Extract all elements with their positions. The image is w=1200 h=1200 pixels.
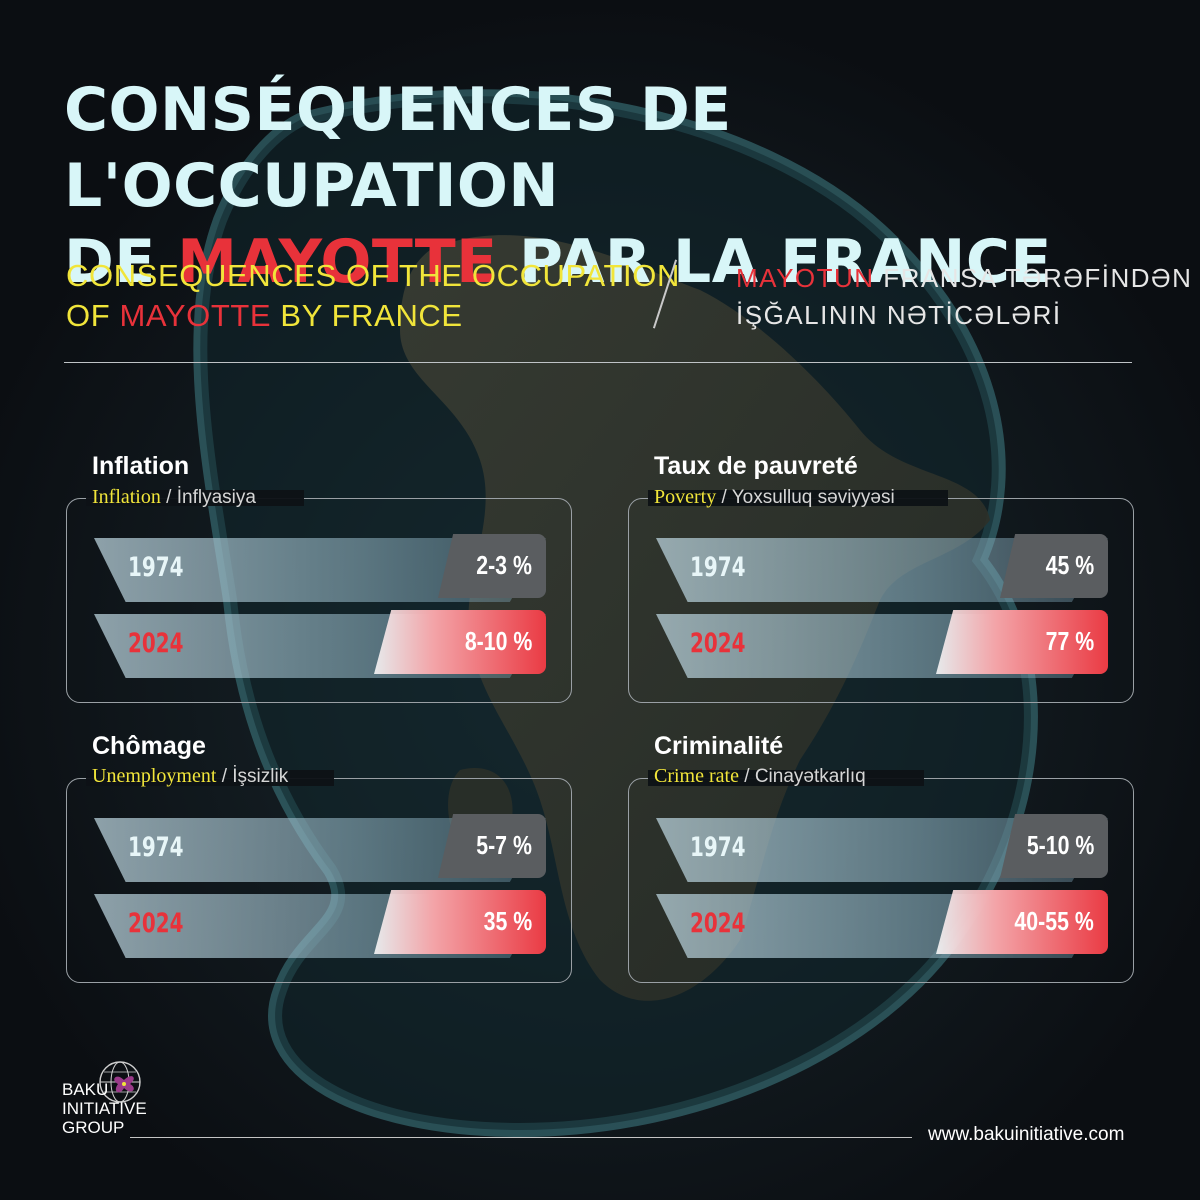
bar-value: 2-3 % — [476, 550, 532, 580]
bar-unemployment-1974: 1974 5-7 % — [94, 814, 546, 882]
bar-value-box: 35 % — [374, 890, 546, 954]
bar-year: 2024 — [128, 628, 184, 659]
bar-crime-2024: 2024 40-55 % — [656, 890, 1108, 958]
card-sub-mask — [648, 490, 948, 506]
bar-poverty-2024: 2024 77 % — [656, 610, 1108, 678]
bar-year: 2024 — [690, 628, 746, 659]
subtitle-en-suffix: BY FRANCE — [271, 298, 463, 333]
card-inflation — [66, 498, 572, 703]
bar-inflation-2024: 2024 8-10 % — [94, 610, 546, 678]
bar-value: 45 % — [1045, 550, 1094, 580]
title-line-2-prefix: DE — [64, 227, 178, 297]
card-sub-az: İnflyasiya — [176, 487, 256, 508]
bar-year: 1974 — [690, 832, 746, 863]
card-title-poverty: Taux de pauvreté — [654, 452, 858, 480]
card-title-crime: Criminalité — [654, 732, 784, 760]
bar-value: 40-55 % — [1014, 906, 1094, 936]
bar-inflation-1974: 1974 2-3 % — [94, 534, 546, 602]
subtitle-az-line-1: MAYOTUN FRANSA TƏRƏFİNDƏN — [736, 260, 1192, 297]
card-sub-sep: / — [716, 487, 732, 508]
bar-value: 5-10 % — [1026, 830, 1094, 860]
bar-value: 35 % — [483, 906, 532, 936]
card-sub-mask — [86, 770, 334, 786]
bar-year: 1974 — [128, 552, 184, 583]
card-sub-sep: / — [160, 487, 177, 508]
card-sub-en: Unemployment — [92, 765, 217, 787]
title-line-2-suffix: PAR LA FRANCE — [497, 227, 1052, 297]
card-sub-sep: / — [216, 766, 233, 787]
card-sub-sep: / — [738, 766, 755, 787]
card-subtitle-poverty: Poverty / Yoxsulluq səviyyəsi — [654, 486, 895, 509]
card-sub-mask — [648, 770, 924, 786]
subtitle-azerbaijani: MAYOTUN FRANSA TƏRƏFİNDƏN İŞĞALININ NƏTİ… — [736, 260, 1192, 334]
logo-line-1: BAKU — [62, 1080, 109, 1099]
card-sub-en: Inflation — [92, 486, 161, 508]
bar-value: 77 % — [1045, 626, 1094, 656]
subtitle-az-highlight: MAYOTUN — [736, 263, 875, 293]
bar-year: 1974 — [128, 832, 184, 863]
card-subtitle-inflation: Inflation / İnflyasiya — [92, 486, 256, 509]
bar-value-box: 40-55 % — [936, 890, 1108, 954]
bar-year: 2024 — [128, 908, 184, 939]
subtitle-english: CONSEQUENCES OF THE OCCUPATION OF MAYOTT… — [66, 256, 680, 336]
subtitle-en-line-1: CONSEQUENCES OF THE OCCUPATION — [66, 258, 680, 293]
bar-year: 2024 — [690, 908, 746, 939]
title-line-2: DE MAYOTTE PAR LA FRANCE — [64, 224, 1200, 300]
subtitle-en-prefix: OF — [66, 298, 120, 333]
bar-unemployment-2024: 2024 35 % — [94, 890, 546, 958]
logo-text: BAKU INITIATIVE GROUP — [62, 1080, 147, 1137]
subtitle-az-line-2: İŞĞALININ NƏTİCƏLƏRİ — [736, 300, 1062, 330]
card-title-inflation: Inflation — [92, 452, 190, 480]
card-sub-az: Cinayətkarlıq — [754, 766, 866, 787]
card-subtitle-crime: Crime rate / Cinayətkarlıq — [654, 765, 866, 788]
globe-flower-icon — [99, 1061, 141, 1103]
website-link[interactable]: www.bakuinitiative.com — [928, 1124, 1125, 1145]
title-highlight-mayotte: MAYOTTE — [177, 227, 498, 297]
header-divider — [64, 362, 1132, 363]
bar-value: 5-7 % — [476, 830, 532, 860]
card-sub-en: Crime rate — [654, 765, 739, 787]
bar-poverty-1974: 1974 45 % — [656, 534, 1108, 602]
card-sub-mask — [86, 490, 304, 506]
card-title-unemployment: Chômage — [92, 732, 206, 760]
main-title: CONSÉQUENCES DE L'OCCUPATION DE MAYOTTE … — [64, 72, 1200, 300]
subtitle-en-line-2: OF MAYOTTE BY FRANCE — [66, 296, 680, 336]
bar-value-box: 45 % — [1000, 534, 1108, 598]
bar-value-box: 77 % — [936, 610, 1108, 674]
card-subtitle-unemployment: Unemployment / İşsizlik — [92, 765, 288, 788]
bar-crime-1974: 1974 5-10 % — [656, 814, 1108, 882]
bar-value-box: 8-10 % — [374, 610, 546, 674]
card-sub-az: Yoxsulluq səviyyəsi — [731, 487, 895, 508]
logo-line-3: GROUP — [62, 1118, 125, 1137]
bar-value-box: 5-10 % — [1000, 814, 1108, 878]
bar-value-box: 5-7 % — [438, 814, 546, 878]
bar-value: 8-10 % — [464, 626, 532, 656]
card-sub-az: İşsizlik — [232, 766, 289, 787]
card-sub-en: Poverty — [654, 486, 717, 508]
subtitle-en-highlight: MAYOTTE — [119, 298, 272, 333]
subtitle-az-line-1-rest: FRANSA TƏRƏFİNDƏN — [874, 263, 1193, 293]
title-line-1: CONSÉQUENCES DE L'OCCUPATION — [64, 75, 732, 221]
logo-line-2: INITIATIVE — [62, 1099, 147, 1118]
footer-divider — [130, 1137, 912, 1138]
bar-value-box: 2-3 % — [438, 534, 546, 598]
bar-year: 1974 — [690, 552, 746, 583]
